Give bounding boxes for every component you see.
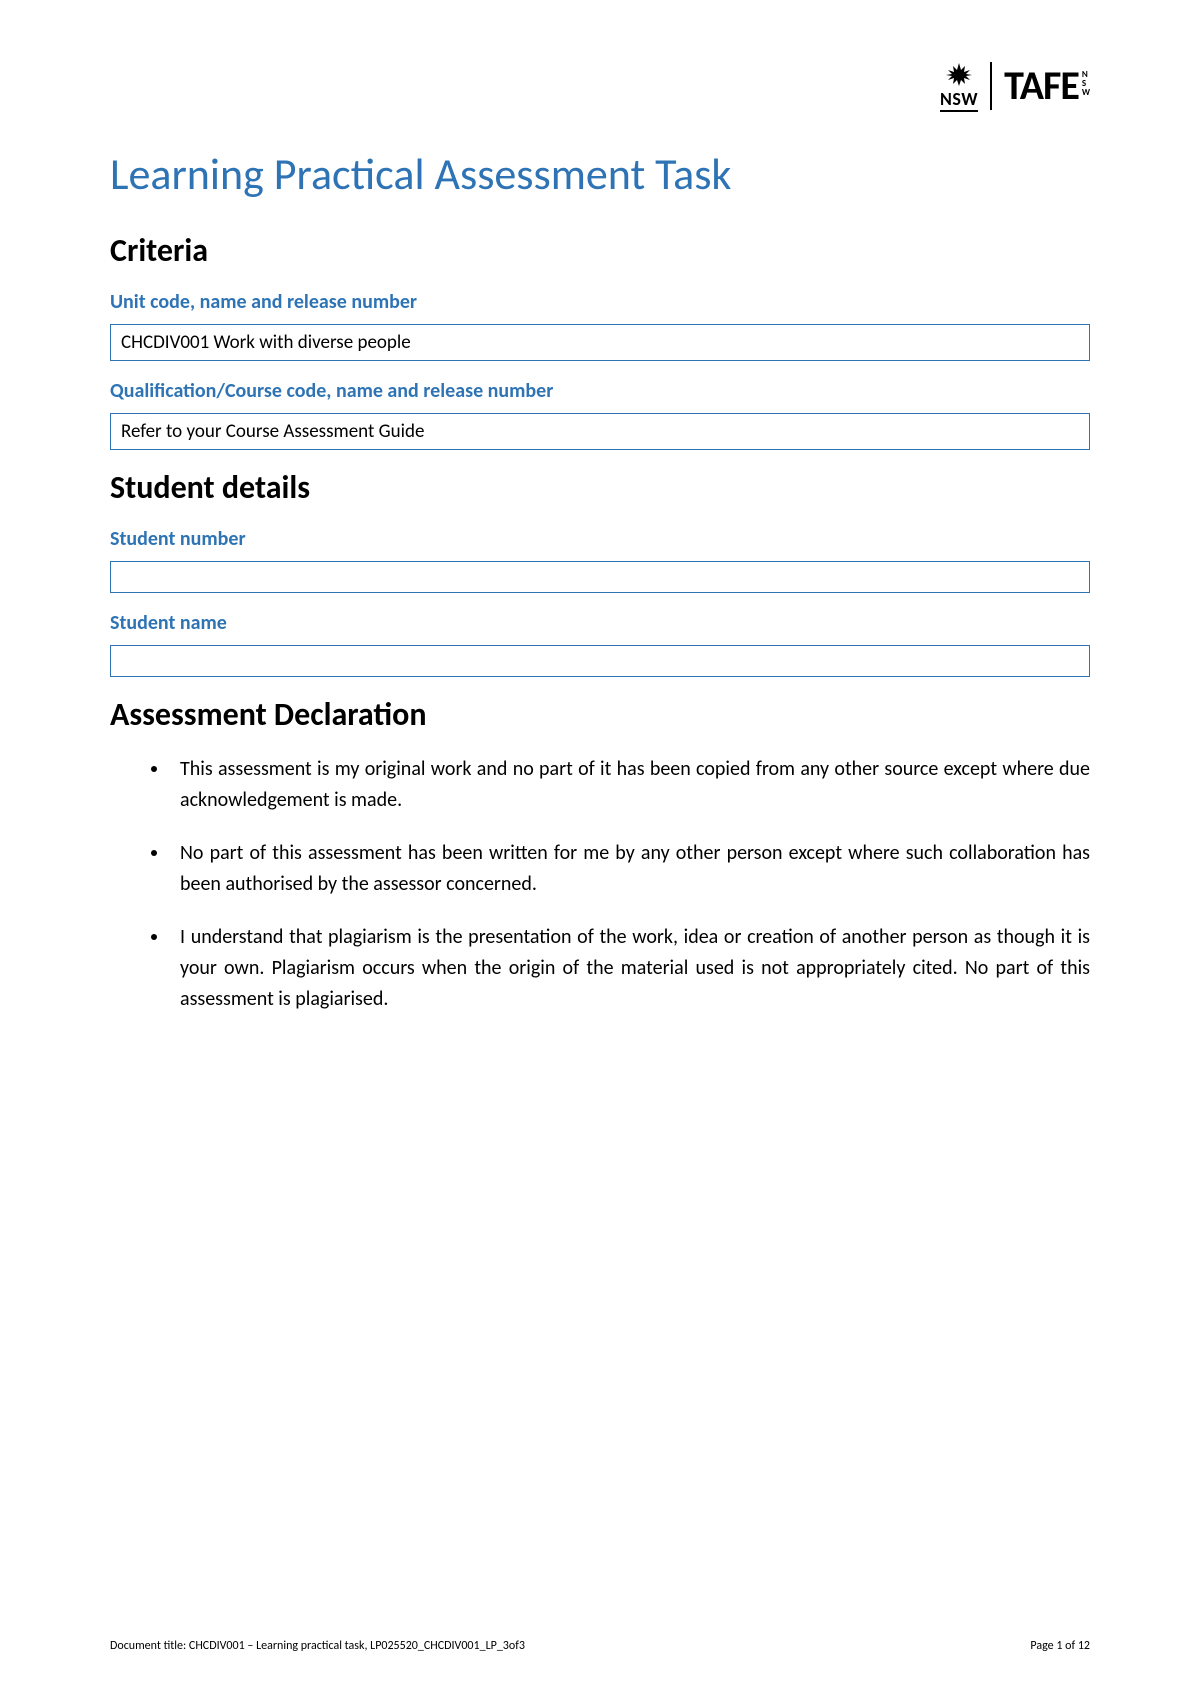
page-title: Learning Practical Assessment Task	[110, 147, 1090, 201]
student-number-field[interactable]	[110, 561, 1090, 593]
page-footer: Document title: CHCDIV001 – Learning pra…	[110, 1639, 1090, 1653]
unit-code-label: Unit code, name and release number	[110, 290, 1090, 314]
nsw-logo: NSW	[940, 60, 978, 112]
student-number-label: Student number	[110, 527, 1090, 551]
criteria-heading: Criteria	[110, 231, 1090, 270]
qualification-label: Qualification/Course code, name and rele…	[110, 379, 1090, 403]
header-logo-area: NSW TAFE N S W	[110, 60, 1090, 112]
declaration-list: This assessment is my original work and …	[170, 754, 1090, 1015]
unit-code-field[interactable]: CHCDIV001 Work with diverse people	[110, 324, 1090, 361]
declaration-item: This assessment is my original work and …	[170, 754, 1090, 816]
tafe-text: TAFE	[1004, 66, 1079, 106]
student-name-label: Student name	[110, 611, 1090, 635]
footer-doc-title: Document title: CHCDIV001 – Learning pra…	[110, 1639, 525, 1653]
declaration-item: I understand that plagiarism is the pres…	[170, 922, 1090, 1015]
tafe-nsw-suffix: N S W	[1082, 70, 1090, 97]
qualification-field[interactable]: Refer to your Course Assessment Guide	[110, 413, 1090, 450]
nsw-text: NSW	[940, 90, 978, 112]
tafe-logo: TAFE N S W	[1004, 66, 1090, 106]
declaration-item: No part of this assessment has been writ…	[170, 838, 1090, 900]
student-details-heading: Student details	[110, 468, 1090, 507]
nsw-waratah-icon	[940, 60, 978, 90]
footer-page-info: Page 1 of 12	[1030, 1639, 1090, 1653]
student-name-field[interactable]	[110, 645, 1090, 677]
declaration-heading: Assessment Declaration	[110, 695, 1090, 734]
logo-divider	[990, 62, 992, 110]
